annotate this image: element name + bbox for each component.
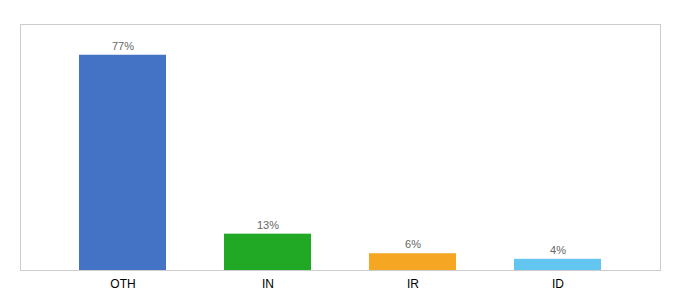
svg-text:13%: 13%	[257, 219, 279, 231]
svg-text:4%: 4%	[550, 244, 566, 256]
svg-text:OTH: OTH	[110, 277, 135, 291]
svg-text:IR: IR	[407, 277, 419, 291]
svg-text:6%: 6%	[405, 238, 421, 250]
svg-text:IN: IN	[262, 277, 274, 291]
svg-text:ID: ID	[552, 277, 564, 291]
svg-text:77%: 77%	[112, 40, 134, 52]
